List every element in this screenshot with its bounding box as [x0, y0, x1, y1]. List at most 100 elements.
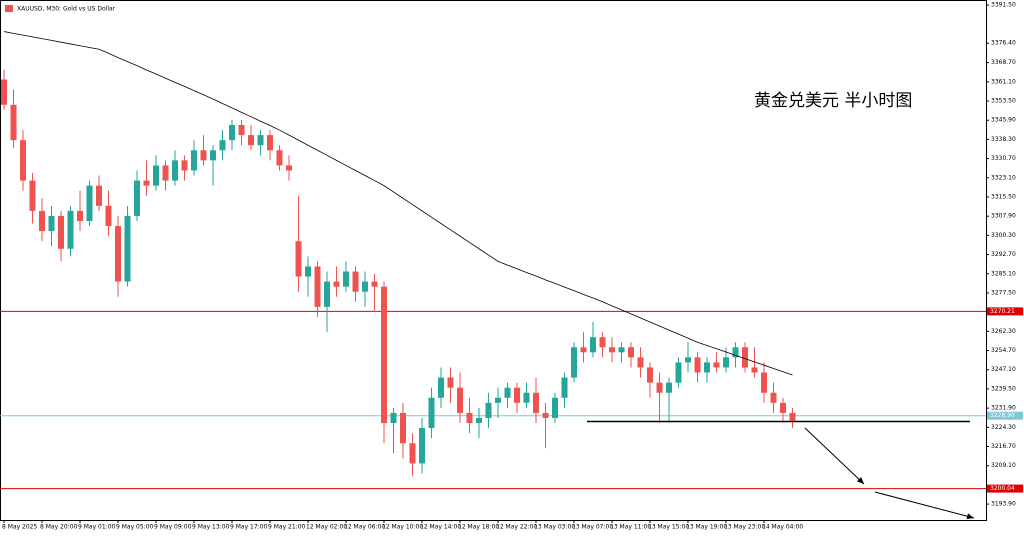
- y-tick-label: 3391.50: [991, 2, 1016, 9]
- candle-body: [276, 150, 283, 166]
- candle-body: [124, 215, 131, 282]
- x-tick-label: 9 May 01:00: [78, 524, 116, 531]
- arrow: [874, 491, 975, 520]
- x-tick-label: 13 May 11:00: [610, 524, 651, 531]
- candle-body: [656, 382, 663, 393]
- candle-body: [29, 180, 36, 211]
- x-tick-label: 14 May 04:00: [762, 524, 803, 531]
- candle-body: [409, 443, 416, 464]
- candle-body: [248, 135, 254, 146]
- candle-body: [666, 382, 672, 393]
- candle-body: [143, 180, 150, 186]
- candle-body: [713, 362, 720, 368]
- candle-body: [571, 347, 577, 378]
- x-tick-label: 9 May 05:00: [116, 524, 154, 531]
- plot: [0, 31, 986, 490]
- candle-body: [172, 160, 178, 181]
- candle-body: [343, 271, 349, 287]
- candle-body: [438, 377, 444, 398]
- candle-body: [694, 357, 701, 373]
- candle-body: [48, 215, 55, 232]
- candle-body: [514, 387, 520, 403]
- candle-body: [229, 125, 235, 141]
- candle-body: [314, 266, 321, 307]
- candle-body: [770, 392, 777, 403]
- candle-body: [476, 417, 482, 424]
- candle-body: [115, 226, 121, 282]
- y-tick-label: 3247.10: [991, 366, 1016, 373]
- candle-body: [647, 367, 653, 383]
- y-tick-label: 3277.50: [991, 289, 1016, 296]
- candle-body: [751, 367, 758, 373]
- y-tick-label: 3330.70: [991, 155, 1016, 162]
- x-tick-label: 12 May 18:00: [458, 524, 499, 531]
- candle-body: [381, 286, 387, 424]
- y-tick-label: 3376.40: [991, 40, 1016, 47]
- candle-body: [618, 347, 625, 353]
- candle-body: [761, 372, 767, 393]
- y-tick-label: 3307.90: [991, 213, 1016, 220]
- candle-body: [495, 397, 501, 403]
- candle-body: [105, 205, 112, 227]
- y-tick-label: 3262.30: [991, 328, 1016, 335]
- x-tick-label: 8 May 20:00: [40, 524, 78, 531]
- candle-body: [485, 402, 492, 418]
- candle-body: [257, 135, 264, 146]
- x-tick-label: 13 May 03:00: [534, 524, 575, 531]
- price-level-label: 3200.04: [990, 485, 1015, 492]
- y-tick-label: 3353.50: [991, 98, 1016, 105]
- x-tick-label: 9 May 13:00: [192, 524, 230, 531]
- candle-body: [267, 135, 273, 151]
- candle-body: [447, 377, 454, 388]
- moving-average: [3, 31, 793, 376]
- candle-body: [609, 347, 615, 353]
- y-tick-label: 3338.30: [991, 136, 1016, 143]
- x-tick-label: 12 May 06:00: [344, 524, 385, 531]
- price-level-tag: [987, 307, 1023, 316]
- price-level-label: 3270.21: [990, 308, 1015, 315]
- x-tick-label: 13 May 23:00: [724, 524, 765, 531]
- candle-body: [789, 412, 796, 421]
- y-tick-label: 3239.50: [991, 385, 1016, 392]
- x-tick-label: 9 May 21:00: [268, 524, 306, 531]
- candle-body: [58, 215, 64, 249]
- y-tick-label: 3209.10: [991, 462, 1016, 469]
- x-tick-label: 13 May 15:00: [648, 524, 689, 531]
- y-tick-label: 3224.30: [991, 424, 1016, 431]
- candle-body: [628, 347, 634, 358]
- candle-body: [599, 337, 606, 348]
- candle-body: [200, 150, 207, 161]
- chart-title: XAUUSD, M30: Gold vs US Dollar: [17, 6, 116, 13]
- candle-body: [219, 140, 226, 151]
- x-tick-label: 12 May 14:00: [420, 524, 461, 531]
- y-tick-label: 3231.90: [991, 405, 1016, 412]
- x-tick-label: 13 May 07:00: [572, 524, 613, 531]
- candle-body: [742, 347, 748, 368]
- x-tick-label: 9 May 09:00: [154, 524, 192, 531]
- candle-body: [428, 397, 435, 429]
- candle-body: [685, 357, 691, 363]
- y-tick-label: 3300.30: [991, 232, 1016, 239]
- candle-body: [419, 428, 425, 464]
- arrow: [804, 427, 865, 485]
- y-tick-label: 3254.70: [991, 347, 1016, 354]
- candle-body: [390, 412, 397, 424]
- candle-body: [466, 412, 473, 424]
- candle-body: [305, 266, 311, 277]
- candle-body: [400, 412, 406, 444]
- candle-body: [704, 362, 710, 373]
- candle-body: [580, 347, 587, 353]
- y-tick-label: 3292.70: [991, 251, 1016, 258]
- y-tick-label: 3216.70: [991, 443, 1016, 450]
- candle-body: [362, 281, 368, 292]
- candle-body: [286, 165, 292, 171]
- candle-body: [295, 241, 302, 277]
- candle-body: [20, 140, 26, 181]
- candle-body: [675, 362, 682, 383]
- candle-body: [732, 347, 739, 358]
- candle-body: [542, 412, 549, 418]
- candle-body: [238, 125, 245, 136]
- candle-body: [1, 79, 7, 105]
